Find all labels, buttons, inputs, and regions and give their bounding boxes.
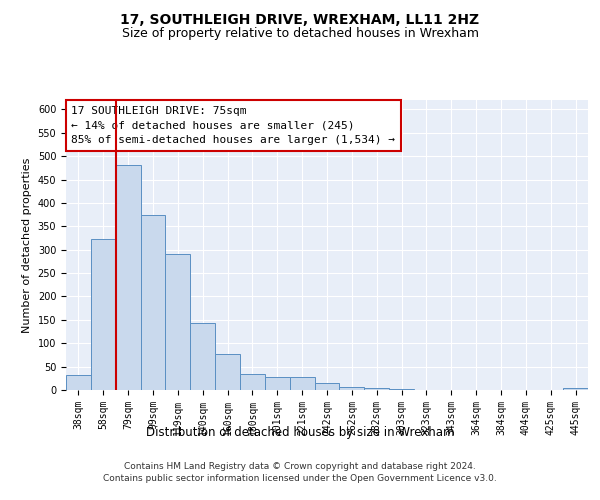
Bar	[563, 388, 588, 390]
Bar	[389, 389, 414, 390]
Bar	[91, 240, 116, 390]
Bar	[66, 375, 91, 390]
Bar	[116, 166, 140, 390]
Text: 17, SOUTHLEIGH DRIVE, WREXHAM, LL11 2HZ: 17, SOUTHLEIGH DRIVE, WREXHAM, LL11 2HZ	[121, 12, 479, 26]
Bar	[190, 322, 215, 390]
Y-axis label: Number of detached properties: Number of detached properties	[22, 158, 32, 332]
Bar	[265, 377, 290, 390]
Text: 17 SOUTHLEIGH DRIVE: 75sqm
← 14% of detached houses are smaller (245)
85% of sem: 17 SOUTHLEIGH DRIVE: 75sqm ← 14% of deta…	[71, 106, 395, 146]
Bar	[240, 374, 265, 390]
Bar	[290, 377, 314, 390]
Text: Contains HM Land Registry data © Crown copyright and database right 2024.
Contai: Contains HM Land Registry data © Crown c…	[103, 462, 497, 483]
Bar	[340, 386, 364, 390]
Bar	[215, 354, 240, 390]
Bar	[364, 388, 389, 390]
Text: Distribution of detached houses by size in Wrexham: Distribution of detached houses by size …	[146, 426, 454, 439]
Bar	[166, 254, 190, 390]
Bar	[314, 384, 340, 390]
Text: Size of property relative to detached houses in Wrexham: Size of property relative to detached ho…	[121, 28, 479, 40]
Bar	[140, 214, 166, 390]
